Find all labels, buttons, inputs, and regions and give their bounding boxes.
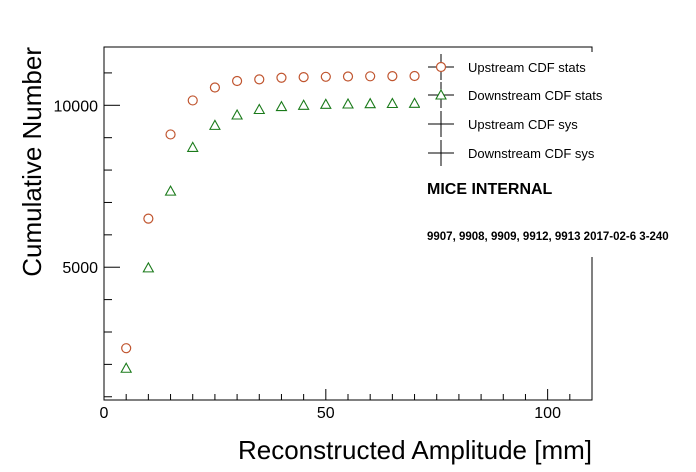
legend-box: [420, 52, 620, 257]
upstream-point: [320, 71, 331, 82]
legend-entry-label: Downstream CDF stats: [468, 88, 603, 103]
y-axis-title: Cumulative Number: [17, 47, 47, 277]
upstream-point: [254, 74, 265, 85]
upstream-point: [298, 72, 309, 83]
run-info-label: 9907, 9908, 9909, 9912, 9913 2017-02-6 3…: [427, 231, 669, 243]
downstream-point: [231, 108, 244, 120]
downstream-point: [297, 99, 310, 110]
legend: Upstream CDF stats Downstream CDF stats Up…: [420, 52, 620, 257]
downstream-point: [386, 97, 399, 109]
upstream-point: [165, 129, 176, 140]
x-axis-title: Reconstructed Amplitude [mm]: [238, 435, 592, 465]
upstream-point: [143, 213, 154, 224]
upstream-point: [231, 75, 243, 87]
upstream-point: [276, 72, 287, 83]
downstream-point: [364, 97, 377, 109]
upstream-point: [121, 343, 132, 354]
downstream-point: [319, 98, 332, 109]
downstream-point: [408, 97, 421, 108]
downstream-point: [275, 100, 288, 112]
upstream-point: [387, 71, 398, 82]
x-tick-label: 50: [317, 405, 335, 422]
legend-marker: [435, 88, 447, 100]
y-tick-label: 5000: [62, 260, 98, 277]
x-tick-label: 0: [100, 405, 109, 422]
downstream-point: [120, 362, 133, 373]
upstream-point: [409, 70, 420, 82]
downstream-point: [208, 119, 221, 130]
downstream-point: [186, 141, 199, 152]
axes: 0 50 100 5000 10000: [54, 46, 593, 422]
internal-label: MICE INTERNAL: [427, 181, 553, 198]
y-tick-label: 10000: [54, 98, 99, 115]
legend-marker: [435, 61, 447, 73]
downstream-point: [142, 261, 155, 273]
legend-entry-label: Upstream CDF sys: [468, 117, 578, 132]
upstream-point: [342, 71, 354, 82]
legend-entry-label: Downstream CDF sys: [468, 146, 595, 161]
upstream-point: [365, 71, 376, 82]
upstream-point: [187, 95, 198, 106]
x-tick-label: 100: [534, 405, 561, 422]
downstream-point: [164, 184, 177, 196]
series-layer: [120, 70, 443, 373]
downstream-point: [342, 97, 354, 109]
downstream-point: [253, 103, 266, 115]
legend-entry-label: Upstream CDF stats: [468, 60, 586, 75]
upstream-point: [209, 82, 221, 93]
